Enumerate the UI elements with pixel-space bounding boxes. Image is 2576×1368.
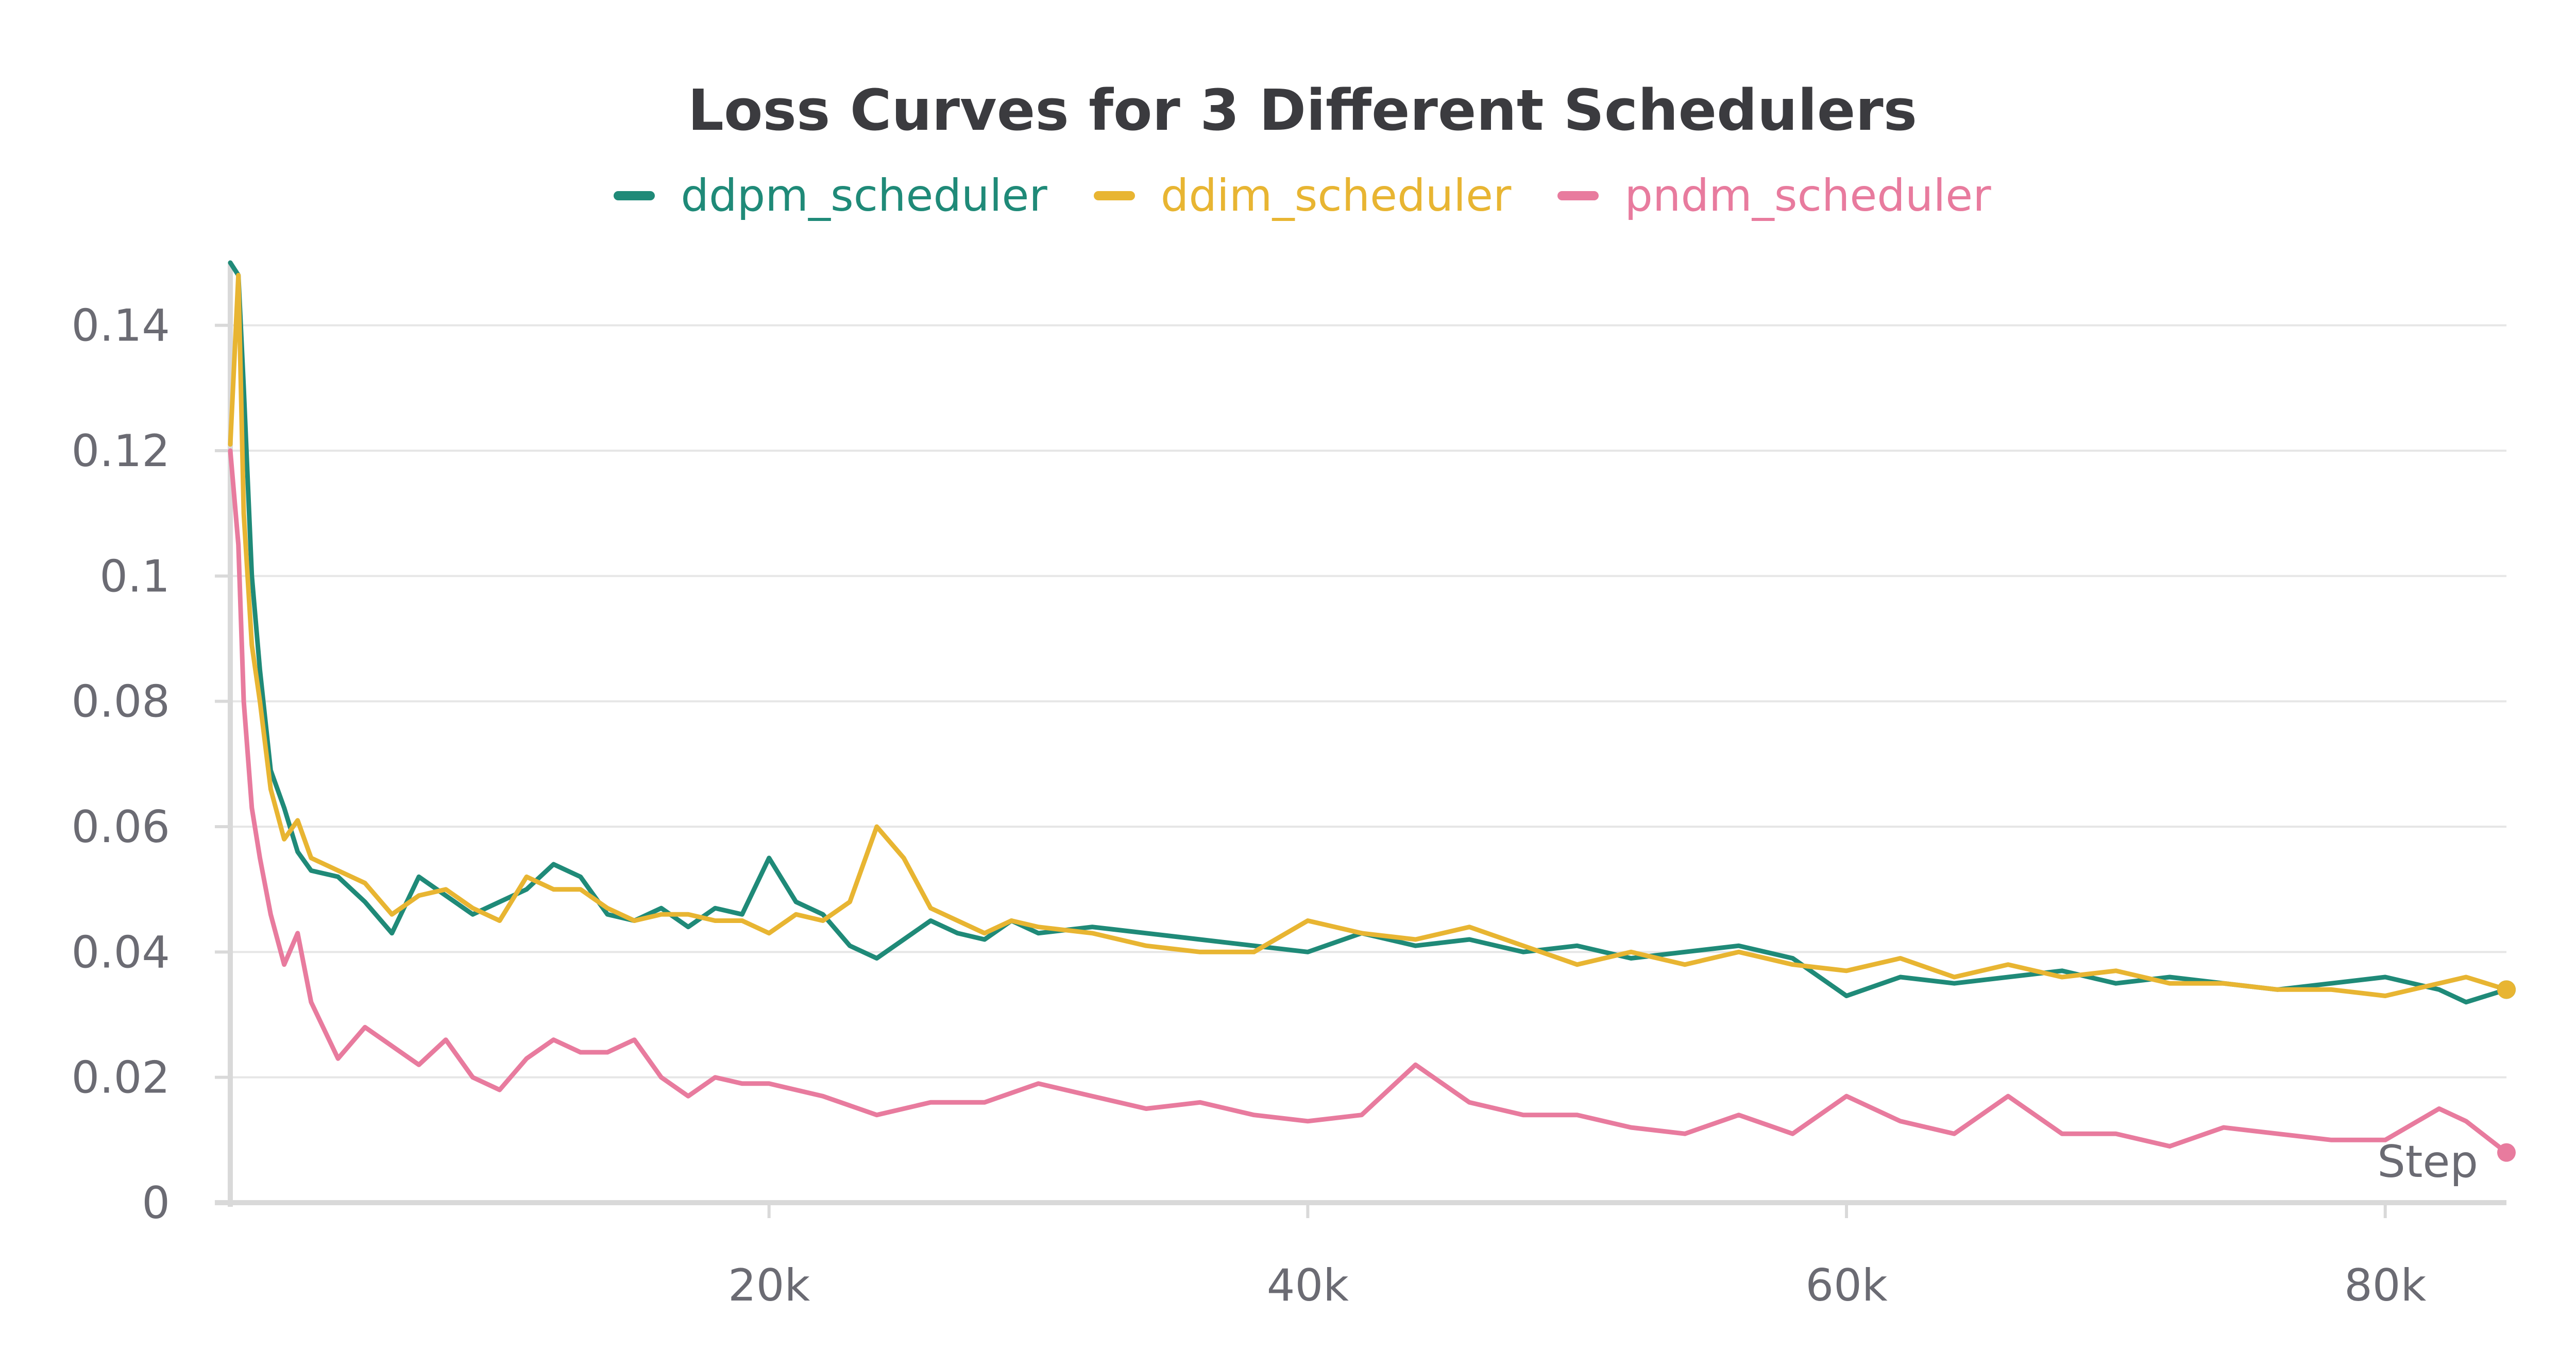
y-tick-label: 0.02	[72, 1052, 170, 1104]
series-line-ddim_scheduler[interactable]	[228, 272, 2509, 998]
series-lines	[228, 260, 2509, 1155]
y-tick-label: 0.06	[72, 801, 170, 853]
gridlines	[230, 324, 2506, 1079]
legend-swatch-pndm	[1557, 191, 1599, 200]
chart-title: Loss Curves for 3 Different Schedulers	[687, 77, 1918, 143]
x-tick-label: 20k	[728, 1260, 810, 1311]
legend-swatch-ddim	[1093, 191, 1135, 200]
y-tick-label: 0	[142, 1177, 170, 1229]
legend-item-ddpm[interactable]: ddpm_scheduler	[614, 170, 1047, 221]
series-line-pndm_scheduler[interactable]	[228, 448, 2509, 1155]
axes	[215, 263, 2506, 1218]
y-tick-label: 0.08	[72, 676, 170, 728]
legend: ddpm_scheduler ddim_scheduler pndm_sched…	[0, 170, 2576, 221]
series-line-ddpm_scheduler[interactable]	[228, 260, 2509, 1005]
legend-item-pndm[interactable]: pndm_scheduler	[1557, 170, 1991, 221]
y-tick-label: 0.04	[72, 927, 170, 978]
x-tick-label: 40k	[1267, 1260, 1349, 1311]
legend-label-ddpm: ddpm_scheduler	[681, 170, 1047, 221]
legend-label-pndm: pndm_scheduler	[1624, 170, 1991, 221]
y-tick-label: 0.1	[99, 551, 170, 602]
tick-labels: 0 0.02 0.04 0.06 0.08 0.1 0.12 0.14 20k 40k 60k 80k	[72, 300, 2427, 1311]
y-tick-label: 0.14	[72, 300, 170, 352]
legend-item-ddim[interactable]: ddim_scheduler	[1093, 170, 1512, 221]
x-tick-label: 80k	[2344, 1260, 2426, 1311]
end-markers	[2497, 980, 2516, 1162]
x-tick-label: 60k	[1805, 1260, 1887, 1311]
end-marker-pndm_scheduler	[2497, 1143, 2516, 1162]
legend-label-ddim: ddim_scheduler	[1160, 170, 1512, 221]
y-tick-label: 0.12	[72, 425, 170, 477]
legend-swatch-ddpm	[614, 191, 655, 200]
x-axis-label: Step	[2377, 1136, 2478, 1188]
end-marker-ddim_scheduler	[2497, 980, 2516, 999]
